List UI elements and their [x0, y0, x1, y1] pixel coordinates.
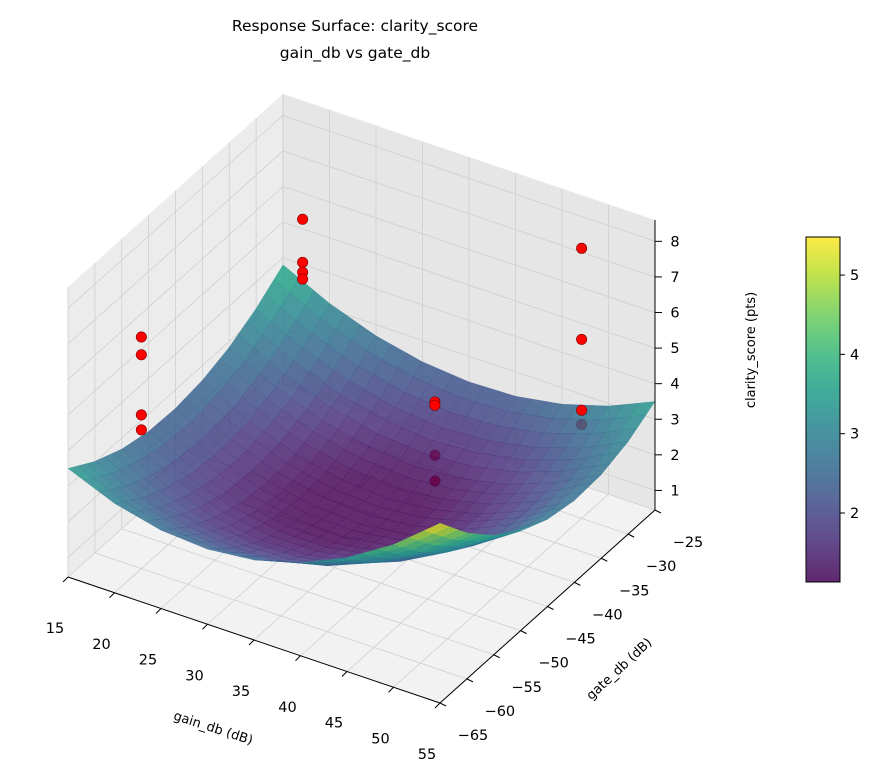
x-tick-label: 45	[325, 716, 343, 732]
scatter-points	[135, 213, 588, 436]
grid-line-z	[282, 150, 656, 278]
data-point	[297, 256, 309, 268]
z-tick-label: 7	[670, 270, 679, 286]
x-tick-label: 15	[46, 621, 64, 637]
y-tick	[493, 654, 500, 659]
x-tick-label: 25	[139, 653, 157, 669]
x-tick-label: 35	[232, 684, 250, 700]
colorbar-tick-label: 5	[850, 268, 859, 284]
y-tick-label: −40	[592, 607, 623, 623]
data-point	[297, 213, 309, 225]
y-tick-label: −60	[485, 704, 516, 720]
grid-line-z	[67, 150, 284, 345]
data-point	[135, 349, 147, 361]
x-tick-label: 50	[371, 731, 389, 747]
y-tick	[547, 606, 554, 610]
x-tick	[434, 702, 441, 709]
y-tick-label: −65	[458, 728, 489, 744]
grid-line-z	[67, 115, 284, 309]
surface	[67, 264, 656, 566]
y-tick	[466, 678, 474, 683]
y-tick-label: −50	[538, 656, 569, 672]
x-tick	[295, 655, 301, 662]
x-tick	[388, 686, 394, 693]
x-tick-label: 40	[278, 700, 296, 716]
z-tick-label: 1	[670, 483, 679, 499]
chart-title: Response Surface: clarity_score	[232, 17, 478, 36]
y-tick-label: −55	[511, 680, 542, 696]
data-point	[576, 404, 588, 416]
grid-line-y	[121, 528, 494, 656]
data-point	[576, 333, 588, 345]
y-tick	[520, 630, 527, 635]
x-tick-label: 20	[92, 637, 110, 653]
y-tick	[654, 509, 662, 514]
y-tick-label: −25	[673, 535, 704, 551]
data-point	[135, 424, 147, 436]
x-tick	[109, 592, 115, 599]
y-tick	[574, 581, 581, 586]
y-tick	[601, 557, 608, 562]
grid-line-z	[67, 221, 284, 416]
chart-subtitle: gain_db vs gate_db	[280, 44, 430, 63]
y-tick	[439, 702, 447, 707]
x-tick	[62, 576, 69, 583]
y-tick-label: −30	[646, 559, 677, 575]
x-tick	[202, 623, 208, 630]
x-tick-label: 30	[185, 668, 203, 684]
x-tick	[155, 608, 162, 614]
colorbar-tick-label: 2	[850, 506, 859, 522]
grid-line-z	[67, 257, 284, 451]
colorbar: 2 3 4 5	[805, 236, 859, 583]
data-point	[576, 242, 588, 254]
colorbar-tick-label: 3	[850, 427, 859, 443]
colorbar-bar	[805, 236, 841, 583]
y-tick-label: −35	[619, 583, 650, 599]
grid-line-y	[94, 552, 468, 680]
z-tick-label: 6	[670, 306, 679, 322]
x-axis-label: gain_db (dB)	[172, 709, 255, 749]
z-tick-label: 2	[670, 448, 679, 464]
y-tick-label: −45	[565, 632, 596, 648]
grid-line-z	[67, 186, 284, 380]
z-tick-label: 5	[670, 341, 679, 357]
grid-line-z	[282, 186, 656, 313]
data-point	[429, 399, 441, 411]
x-tick	[341, 671, 348, 677]
data-point	[297, 273, 309, 285]
z-tick-label: 8	[670, 234, 679, 250]
grid-line-z	[282, 257, 656, 385]
surface-facet	[423, 523, 450, 534]
z-tick-label: 3	[670, 412, 679, 428]
data-point	[135, 331, 147, 343]
axes: 152025303540455055−25−30−35−40−45−50−55−…	[46, 220, 704, 763]
y-tick	[627, 533, 635, 538]
colorbar-tick-label: 4	[850, 347, 859, 363]
z-axis-label: clarity_score (pts)	[744, 292, 759, 408]
x-tick-label: 55	[418, 747, 436, 763]
grid-line-z	[282, 221, 656, 349]
grid-line-z	[282, 114, 656, 242]
z-tick-label: 4	[670, 377, 679, 393]
x-tick	[248, 639, 255, 646]
data-point	[135, 409, 147, 421]
